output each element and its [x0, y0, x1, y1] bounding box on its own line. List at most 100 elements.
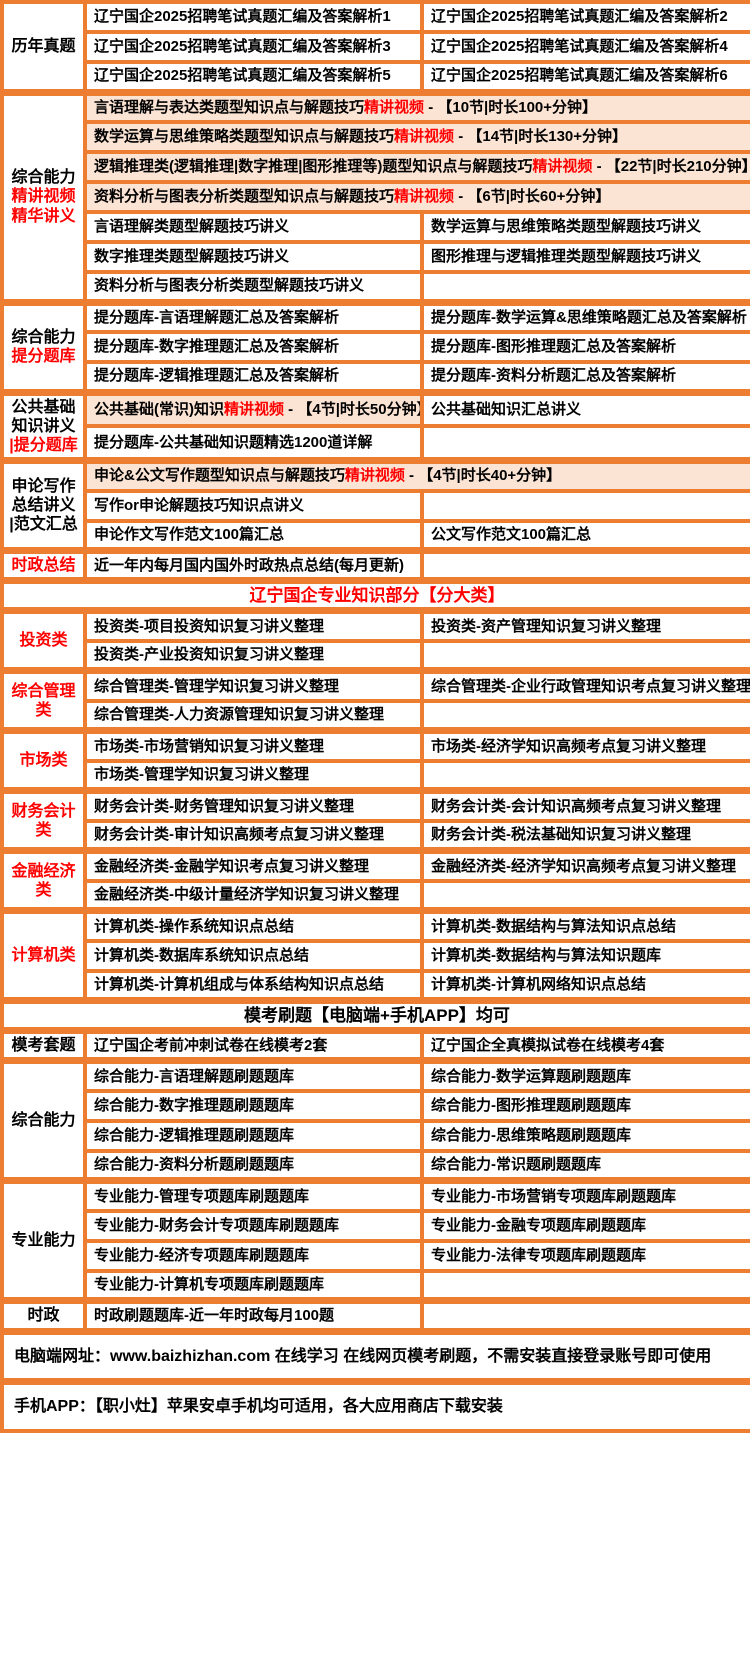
row-group-label: 时政 — [0, 1297, 87, 1334]
video-course-cell: 言语理解与表达类题型知识点与解题技巧精讲视频 - 【10节|时长100+分钟】 — [83, 88, 750, 124]
row-group-label: 财务会计类 — [0, 787, 87, 853]
footer-note: 电脑端网址：www.baizhizhan.com 在线学习 在线网页模考刷题，不… — [0, 1327, 750, 1384]
course-cell: 申论作文写作范文100篇汇总 — [83, 518, 424, 553]
table-row: 辽宁国企专业知识部分【分大类】 — [0, 577, 750, 613]
highlight-text: 精讲视频 — [344, 467, 405, 485]
course-cell — [420, 638, 750, 673]
row-group-label-line: 精讲视频 — [11, 188, 76, 206]
table-row: 计算机类-数据库系统知识点总结 计算机类-数据结构与算法知识题库 — [2, 938, 750, 973]
row-group-label: 模考套题 — [0, 1027, 87, 1063]
course-cell: 辽宁国企全真模拟试卷在线模考4套 — [420, 1027, 750, 1063]
table-row: 综合能力-资料分析题刷题题库 综合能力-常识题刷题题库 — [2, 1148, 750, 1183]
table-row: 数字推理类题型解题技巧讲义 图形推理与逻辑推理类题型解题技巧讲义 — [2, 240, 750, 274]
cell-text: 资料分析与图表分析类题型知识点与解题技巧 — [94, 188, 395, 205]
row-group-label-line: 类 — [35, 821, 52, 839]
course-cell: 辽宁国企2025招聘笔试真题汇编及答案解析5 — [83, 60, 424, 94]
course-cell: 市场类-经济学知识高频考点复习讲义整理 — [420, 727, 750, 763]
course-cell: 提分题库-图形推理题汇总及答案解析 — [420, 330, 750, 364]
course-cell: 投资类-产业投资知识复习讲义整理 — [83, 638, 424, 673]
cell-text: 公共基础(常识)知识 — [94, 400, 224, 418]
row-group-label: 申论写作 总结讲义 |范文汇总 — [0, 457, 87, 553]
cell-text: - 【14节|时长130+分钟】 — [454, 128, 628, 145]
row-group-label-line: 专业能力 — [11, 1232, 76, 1250]
cell-text: 言语理解与表达类题型知识点与解题技巧 — [94, 98, 365, 116]
course-cell: 综合能力-思维策略题刷题题库 — [420, 1118, 750, 1153]
highlight-text: 精讲视频 — [394, 188, 455, 205]
table-row: 申论写作 总结讲义 |范文汇总 申论&公文写作题型知识点与解题技巧精讲视频 - 【4节… — [0, 457, 750, 553]
course-cell — [420, 698, 750, 733]
course-cell: 综合能力-资料分析题刷题题库 — [83, 1148, 424, 1183]
course-cell: 辽宁国企2025招聘笔试真题汇编及答案解析6 — [420, 60, 750, 94]
table-row: 投资类-产业投资知识复习讲义整理 — [2, 638, 750, 673]
cell-text: - 【4节|时长40+分钟】 — [404, 467, 562, 485]
table-row: 专业能力 专业能力-管理专项题库刷题题库 专业能力-市场营销专项题库刷题题库 — [0, 1177, 750, 1303]
table-row: 综合管理类综合管理类-管理学知识复习讲义整理 综合管理类-企业行政管理知识考点复习… — [0, 667, 750, 733]
table-row: 逻辑推理类(逻辑推理|数字推理|图形推理等)题型知识点与解题技巧精讲视频 - 【… — [2, 150, 750, 184]
highlight-text: 精讲视频 — [364, 98, 425, 116]
table-row: 数学运算与思维策略类题型知识点与解题技巧精讲视频 - 【14节|时长130+分钟… — [2, 120, 750, 154]
table-row: 申论作文写作范文100篇汇总 公文写作范文100篇汇总 — [2, 518, 750, 553]
cell-text: 逻辑推理类(逻辑推理|数字推理|图形推理等)题型知识点与解题技巧 — [94, 158, 533, 175]
cell-text: - 【6节|时长60+分钟】 — [454, 188, 611, 205]
table-row: 提分题库-数字推理题汇总及答案解析 提分题库-图形推理题汇总及答案解析 — [2, 330, 750, 364]
course-cell: 财务会计类-会计知识高频考点复习讲义整理 — [420, 787, 750, 823]
course-cell: 专业能力-计算机专项题库刷题题库 — [83, 1268, 424, 1303]
course-cell: 综合管理类-企业行政管理知识考点复习讲义整理 — [420, 667, 750, 703]
course-cell: 综合管理类-管理学知识复习讲义整理 — [83, 667, 424, 703]
table-row: 模考套题 辽宁国企考前冲刺试卷在线模考2套 辽宁国企全真模拟试卷在线模考4套 — [0, 1027, 750, 1063]
row-group-label: 专业能力 — [0, 1177, 87, 1303]
row-group-label: 综合能力 提分题库 — [0, 298, 87, 394]
table-row: 专业能力-计算机专项题库刷题题库 — [2, 1268, 750, 1303]
table-row: 综合能力 综合能力-言语理解题刷题题库 综合能力-数学运算题刷题题库 — [0, 1057, 750, 1183]
row-group-label-line: |提分题库 — [9, 436, 78, 454]
table-row: 时政总结 近一年内每月国内国外时政热点总结(每月更新) — [0, 547, 750, 583]
course-cell: 综合管理类-人力资源管理知识复习讲义整理 — [83, 698, 424, 733]
course-cell: 市场类-市场营销知识复习讲义整理 — [83, 727, 424, 763]
row-group-label-line: 市场类 — [19, 752, 68, 770]
course-cell: 图形推理与逻辑推理类题型解题技巧讲义 — [420, 240, 750, 274]
table-row: 专业能力-财务会计专项题库刷题题库 专业能力-金融专项题库刷题题库 — [2, 1208, 750, 1243]
row-group-label-line: 申论写作 — [11, 477, 76, 495]
row-group-label-line: 公共基础 — [11, 398, 76, 416]
table-row: 电脑端网址：www.baizhizhan.com 在线学习 在线网页模考刷题，不… — [0, 1327, 750, 1384]
cell-text: - 【10节|时长100+分钟】 — [424, 98, 598, 116]
course-table-body: 历年真题 辽宁国企2025招聘笔试真题汇编及答案解析1 辽宁国企2025招聘笔试真题… — [0, 0, 750, 1434]
table-row: 提分题库-公共基础知识题精选1200道详解 — [2, 424, 750, 463]
course-cell — [420, 488, 750, 523]
table-row: 时政 时政刷题题库-近一年时政每月100题 — [0, 1297, 750, 1334]
course-cell: 提分题库-逻辑推理题汇总及答案解析 — [83, 360, 424, 394]
course-cell: 公文写作范文100篇汇总 — [420, 518, 750, 553]
course-cell: 提分题库-数字推理题汇总及答案解析 — [83, 330, 424, 364]
course-cell — [420, 878, 750, 913]
video-course-cell: 逻辑推理类(逻辑推理|数字推理|图形推理等)题型知识点与解题技巧精讲视频 - 【… — [83, 150, 750, 184]
footer-note: 手机APP：【职小灶】苹果安卓手机均可适用，各大应用商店下载安装 — [0, 1377, 750, 1434]
course-cell: 专业能力-财务会计专项题库刷题题库 — [83, 1208, 424, 1243]
row-group-label-line: 时政总结 — [11, 557, 76, 575]
row-group-label: 历年真题 — [0, 0, 87, 94]
cell-text: - 【4节|时长50分钟】 — [284, 400, 422, 418]
table-row: 市场类-管理学知识复习讲义整理 — [2, 758, 750, 793]
table-row: 金融经济类金融经济类-金融学知识考点复习讲义整理 金融经济类-经济学知识高频考点复… — [0, 847, 750, 913]
course-cell: 财务会计类-审计知识高频考点复习讲义整理 — [83, 818, 424, 853]
course-cell: 综合能力-逻辑推理题刷题题库 — [83, 1118, 424, 1153]
row-group-label-line: 时政 — [27, 1307, 60, 1325]
row-group-label-line: 综合能力 — [11, 328, 76, 346]
course-cell: 金融经济类-经济学知识高频考点复习讲义整理 — [420, 847, 750, 883]
course-cell: 专业能力-市场营销专项题库刷题题库 — [420, 1177, 750, 1213]
course-cell: 辽宁国企2025招聘笔试真题汇编及答案解析3 — [83, 30, 424, 64]
course-table: 历年真题 辽宁国企2025招聘笔试真题汇编及答案解析1 辽宁国企2025招聘笔试真题… — [0, 0, 750, 1434]
course-cell: 综合能力-数学运算题刷题题库 — [420, 1057, 750, 1093]
row-group-label-line: 提分题库 — [11, 348, 76, 365]
table-row: 辽宁国企2025招聘笔试真题汇编及答案解析3 辽宁国企2025招聘笔试真题汇编及答… — [2, 30, 750, 64]
section-header: 模考刷题【电脑端+手机APP】均可 — [0, 997, 750, 1033]
course-cell: 金融经济类-中级计量经济学知识复习讲义整理 — [83, 878, 424, 913]
table-row: 综合能力 提分题库 提分题库-言语理解题汇总及答案解析 提分题库-数学运算&思维策略题… — [0, 298, 750, 394]
row-group-label: 时政总结 — [0, 547, 87, 583]
table-row: 综合能力-逻辑推理题刷题题库 综合能力-思维策略题刷题题库 — [2, 1118, 750, 1153]
row-group-label-line: |范文汇总 — [9, 516, 78, 534]
table-row: 综合管理类-人力资源管理知识复习讲义整理 — [2, 698, 750, 733]
course-cell: 提分题库-言语理解题汇总及答案解析 — [83, 298, 424, 334]
course-cell: 财务会计类-财务管理知识复习讲义整理 — [83, 787, 424, 823]
course-cell: 公共基础知识汇总讲义 — [420, 388, 750, 429]
row-group-label: 综合能力 精讲视频 精华讲义 — [0, 88, 87, 304]
